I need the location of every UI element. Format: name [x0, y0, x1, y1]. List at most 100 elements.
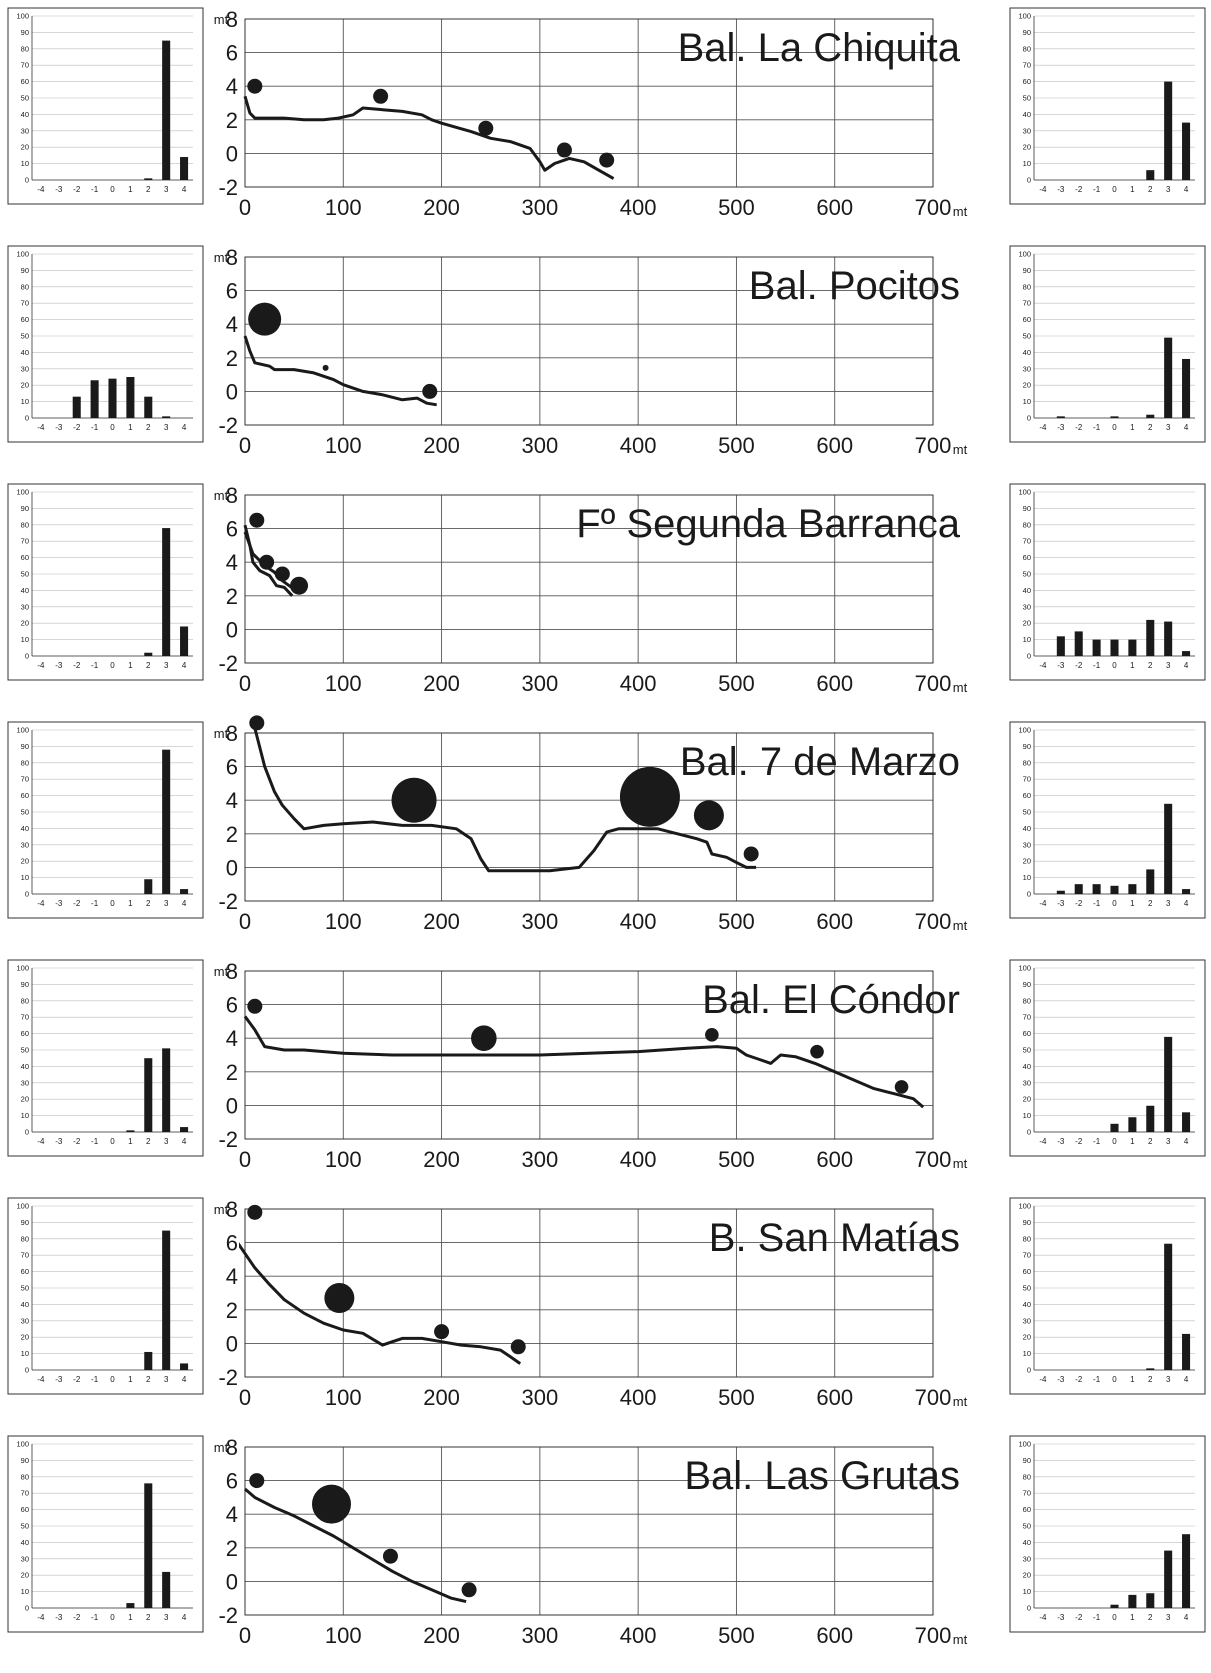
- profile-sample-point: [373, 88, 389, 104]
- histogram-x-tick: -2: [1075, 423, 1083, 432]
- histogram-bar: [1128, 1594, 1137, 1608]
- histogram-x-tick: -3: [1057, 423, 1065, 432]
- histogram-y-tick: 30: [21, 126, 29, 135]
- histogram-y-tick: 90: [21, 980, 29, 989]
- histogram-y-tick: 0: [1027, 414, 1031, 423]
- histogram-y-tick: 70: [1023, 1251, 1031, 1260]
- profile-sample-point: [391, 777, 437, 823]
- profile-sample-point: [382, 1548, 398, 1564]
- profile-y-tick: 6: [226, 993, 238, 1018]
- histogram-bar: [1092, 639, 1101, 656]
- histogram-bar: [1164, 81, 1173, 180]
- histogram-bar: [1128, 884, 1137, 894]
- histogram-x-tick: -3: [55, 1613, 63, 1622]
- histogram-x-tick: -2: [73, 185, 81, 194]
- histogram-bar: [1128, 639, 1137, 656]
- histogram-x-tick: 2: [146, 1375, 151, 1384]
- profile-sample-point: [619, 766, 680, 827]
- histogram-y-tick: 50: [1023, 570, 1031, 579]
- histogram-x-tick: 2: [1148, 185, 1153, 194]
- profile-x-tick: 700: [915, 1385, 952, 1410]
- histogram-x-tick: -1: [91, 185, 99, 194]
- histogram-x-tick: -1: [1093, 1613, 1101, 1622]
- profile-title: B. San Matías: [709, 1216, 960, 1260]
- histogram-x-tick: -4: [1039, 1613, 1047, 1622]
- histogram-bar: [126, 1603, 135, 1608]
- histogram-y-tick: 20: [1023, 381, 1031, 390]
- histogram-x-tick: -1: [91, 423, 99, 432]
- histogram-x-tick: 0: [110, 661, 115, 670]
- histogram-x-tick: -3: [1057, 899, 1065, 908]
- profile-line: [253, 729, 757, 873]
- profile-x-tick: 200: [423, 671, 460, 696]
- histogram-y-tick: 70: [21, 1251, 29, 1260]
- profile-y-tick: 0: [226, 141, 238, 166]
- profile-x-unit: mt: [953, 442, 968, 457]
- histogram-y-tick: 100: [1018, 1440, 1031, 1449]
- histogram-x-tick: 3: [164, 661, 169, 670]
- profile-y-unit: mt: [214, 12, 229, 27]
- profile-x-tick: 500: [718, 909, 755, 934]
- histogram-y-tick: 20: [21, 143, 29, 152]
- histogram-x-tick: 4: [1184, 1137, 1189, 1146]
- profile-y-tick: 2: [226, 346, 238, 371]
- histogram-y-tick: 80: [1023, 520, 1031, 529]
- histogram-frame: [1009, 7, 1206, 205]
- histogram-y-tick: 70: [1023, 1013, 1031, 1022]
- profile-title: Bal. Pocitos: [749, 264, 960, 308]
- profile-y-tick: 8: [226, 721, 238, 746]
- histogram-y-tick: 90: [21, 504, 29, 513]
- histogram-y-tick: 40: [1023, 824, 1031, 833]
- profile-y-tick: 8: [226, 959, 238, 984]
- profile-y-tick: 8: [226, 1435, 238, 1460]
- profile-y-tick: -2: [218, 1365, 238, 1390]
- histogram-bar: [1056, 636, 1065, 656]
- profile-x-tick: 600: [816, 909, 853, 934]
- histogram-x-tick: -2: [73, 1613, 81, 1622]
- profile-sample-point: [249, 715, 265, 731]
- profile-x-tick: 400: [620, 433, 657, 458]
- histogram-y-tick: 10: [21, 1349, 29, 1358]
- histogram-bar: [144, 1351, 153, 1370]
- histogram-x-tick: -3: [1057, 1613, 1065, 1622]
- profile-x-tick: 500: [718, 1623, 755, 1648]
- histogram-x-tick: 4: [182, 1137, 187, 1146]
- profile-y-tick: 0: [226, 1331, 238, 1356]
- histogram-bar: [1182, 1534, 1191, 1608]
- histogram-y-tick: 10: [1023, 1349, 1031, 1358]
- histogram-bar: [1146, 1368, 1155, 1370]
- histogram-x-tick: 3: [1166, 1137, 1171, 1146]
- histogram-x-tick: 1: [1130, 1375, 1135, 1384]
- histogram-y-tick: 20: [21, 1571, 29, 1580]
- histogram-bar: [1164, 621, 1173, 656]
- histogram-x-tick: 4: [1184, 1613, 1189, 1622]
- histogram-x-tick: 1: [128, 661, 133, 670]
- histogram-bar: [180, 1363, 189, 1370]
- histogram-x-tick: -2: [1075, 185, 1083, 194]
- histogram-y-tick: 60: [1023, 1267, 1031, 1276]
- profile-y-tick: 2: [226, 822, 238, 847]
- histogram-bar: [144, 652, 153, 656]
- histogram-y-tick: 100: [16, 488, 29, 497]
- profile-y-tick: 8: [226, 1197, 238, 1222]
- histogram-x-tick: 0: [1112, 899, 1117, 908]
- profile-y-tick: 4: [226, 312, 238, 337]
- histogram-bar: [1182, 889, 1191, 894]
- histogram-y-tick: 80: [21, 520, 29, 529]
- profile-x-tick: 100: [325, 195, 362, 220]
- histogram-bar: [90, 380, 99, 418]
- profile-x-tick: 300: [521, 909, 558, 934]
- histogram-x-tick: 2: [1148, 661, 1153, 670]
- histogram-bar: [162, 528, 171, 656]
- histogram-y-tick: 40: [21, 1300, 29, 1309]
- profile-y-tick: 8: [226, 245, 238, 270]
- histogram-x-tick: -2: [1075, 899, 1083, 908]
- profile-x-tick: 100: [325, 671, 362, 696]
- histogram-x-tick: 4: [1184, 185, 1189, 194]
- histogram-y-tick: 40: [21, 110, 29, 119]
